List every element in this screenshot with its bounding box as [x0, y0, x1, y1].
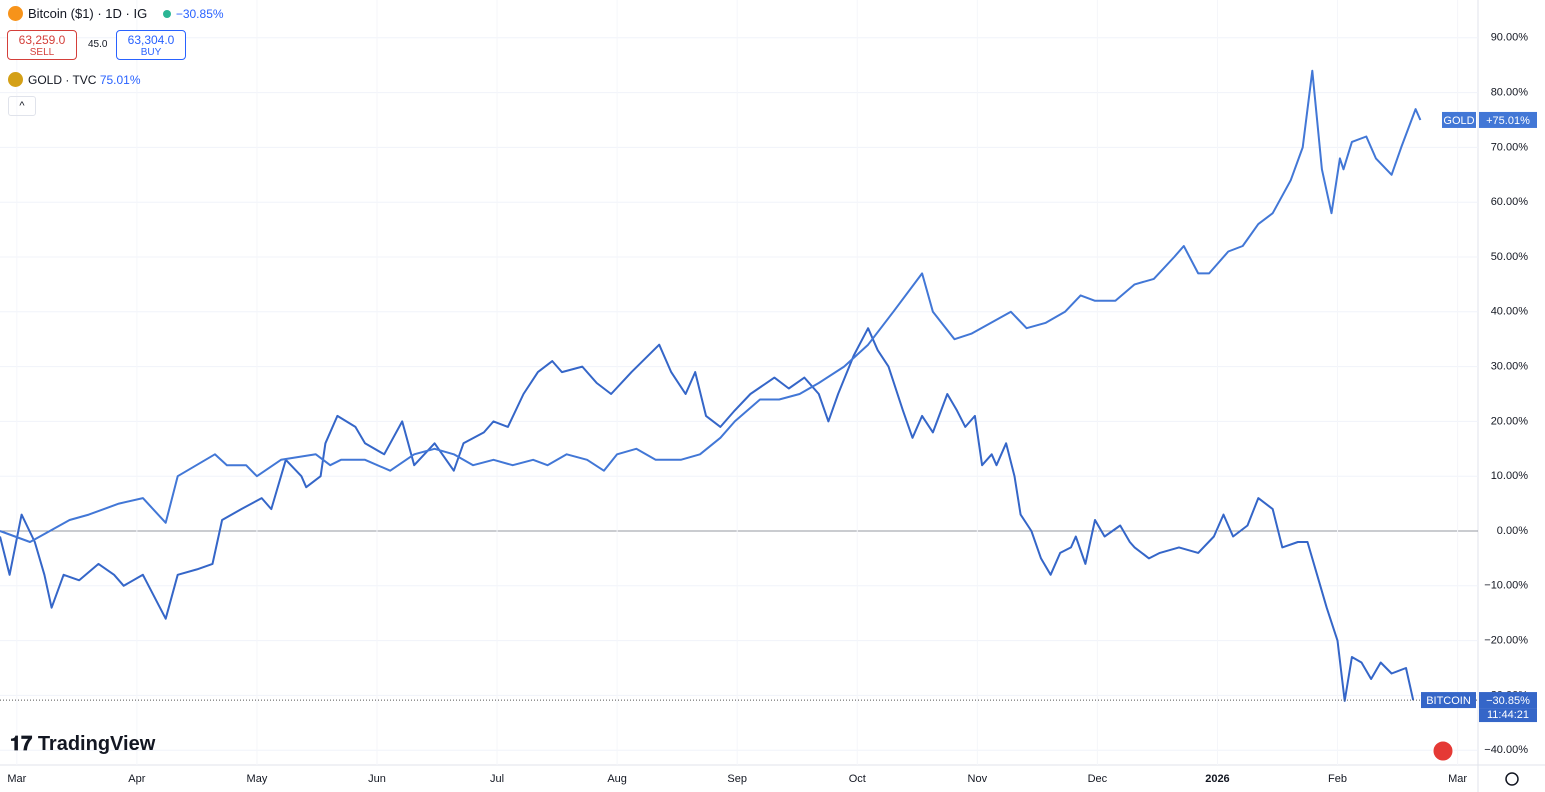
x-tick-label: Oct	[849, 773, 866, 785]
x-tick-label: May	[247, 773, 268, 785]
x-tick-label: Mar	[7, 773, 26, 785]
y-tick-label: 80.00%	[1491, 87, 1529, 99]
symbol-header[interactable]: Bitcoin ($1) · 1D · IG −30.85%	[8, 6, 224, 21]
series-line	[0, 69, 1422, 543]
y-tick-label: −10.00%	[1484, 580, 1528, 592]
last-value-label: +75.01%	[1486, 115, 1530, 127]
buy-button[interactable]: 63,304.0 BUY	[116, 30, 186, 60]
series-tag-bg	[1421, 692, 1476, 709]
x-tick-label: Sep	[727, 773, 747, 785]
spread: 45.0	[88, 39, 108, 50]
x-tick-label: Aug	[607, 773, 627, 785]
timer-label: 11:44:21	[1487, 709, 1529, 721]
y-tick-label: 70.00%	[1491, 141, 1529, 153]
sell-button[interactable]: 63,259.0 SELL	[7, 30, 77, 60]
series-line	[0, 327, 1415, 702]
y-tick-label: 40.00%	[1491, 306, 1529, 318]
last-value-label: −30.85%	[1486, 695, 1530, 707]
y-tick-label: 20.00%	[1491, 415, 1529, 427]
y-tick-label: 0.00%	[1497, 525, 1528, 537]
status-dot	[162, 10, 171, 18]
compare-title: GOLD · TVC	[28, 73, 97, 87]
flag-icon	[1432, 740, 1454, 762]
y-tick-label: −40.00%	[1484, 744, 1528, 756]
series-tag-name: GOLD	[1443, 115, 1474, 127]
x-tick-label: Dec	[1088, 773, 1108, 785]
x-tick-label: 2026	[1205, 773, 1229, 785]
x-tick-label: Nov	[968, 773, 988, 785]
compare-header[interactable]: GOLD · TVC 75.01%	[8, 72, 141, 87]
brand-mark: 𝟏𝟕	[10, 733, 33, 755]
x-tick-label: Feb	[1328, 773, 1347, 785]
settings-icon	[1505, 772, 1519, 786]
series-tag-bg	[1442, 111, 1476, 128]
y-tick-label: 50.00%	[1491, 251, 1529, 263]
collapse-button[interactable]: ^	[8, 96, 36, 116]
y-tick-label: 10.00%	[1491, 470, 1529, 482]
sell-price: 63,259.0	[18, 33, 66, 47]
last-value-bg	[1479, 111, 1537, 128]
brand-logo: 𝟏𝟕 TradingView	[10, 733, 155, 756]
series-tag-name: BITCOIN	[1426, 695, 1471, 707]
gold-icon	[8, 72, 23, 87]
x-tick-label: Jun	[368, 773, 386, 785]
x-tick-label: Apr	[128, 773, 145, 785]
last-value-bg	[1479, 692, 1537, 709]
buy-price: 63,304.0	[127, 33, 175, 47]
x-tick-label: Mar	[1448, 773, 1467, 785]
brand-text: TradingView	[37, 733, 156, 755]
y-tick-label: 30.00%	[1491, 361, 1529, 373]
symbol-title: Bitcoin ($1) · 1D · IG	[28, 6, 148, 21]
bitcoin-icon	[8, 6, 23, 21]
y-tick-label: 90.00%	[1491, 32, 1529, 44]
symbol-change: −30.85%	[175, 7, 224, 21]
x-tick-label: Jul	[490, 773, 504, 785]
y-tick-label: −20.00%	[1484, 635, 1528, 647]
y-tick-label: 60.00%	[1491, 196, 1529, 208]
compare-change: 75.01%	[99, 73, 141, 87]
buy-label: BUY	[140, 47, 162, 58]
timer-bg	[1479, 708, 1537, 723]
sell-label: SELL	[29, 47, 55, 58]
